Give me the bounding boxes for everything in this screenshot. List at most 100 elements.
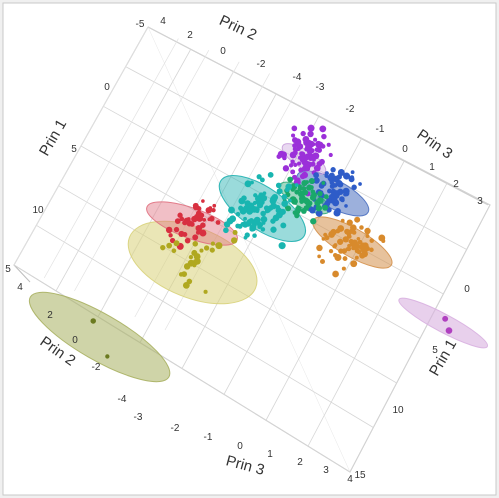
data-point [302,135,310,143]
data-point [195,224,203,232]
data-point [320,258,326,264]
prin1-tick: 15 [354,470,366,481]
data-point [330,167,336,173]
data-point [343,192,348,197]
box-diagonal [147,26,351,473]
data-point [288,198,292,203]
data-point [168,233,173,238]
prin1-tick: 5 [432,345,438,356]
data-point [184,237,191,244]
data-point [247,207,252,213]
data-point [305,143,313,151]
data-point [332,270,339,278]
data-point [307,130,314,138]
data-point [313,137,318,142]
data-point [333,252,338,258]
data-point [300,130,306,137]
data-point [177,212,183,218]
data-point [316,244,323,252]
data-point [290,159,295,164]
prin3-tick: 0 [237,441,243,452]
data-point [337,238,344,245]
data-point [303,161,311,169]
prin2-tick: 2 [187,30,193,41]
data-point [341,266,346,271]
prin1-tick: 10 [32,205,44,216]
data-point [351,230,357,235]
data-point [252,218,259,225]
data-point [312,157,316,162]
data-point [215,242,223,250]
data-point [344,204,348,208]
data-point [442,315,449,322]
data-point [287,176,294,183]
data-point [174,218,181,225]
data-point [291,198,297,203]
prin2-tick: -4 [118,394,127,405]
data-point [267,171,274,178]
prin2-tick: 0 [220,46,226,57]
data-point [270,218,276,224]
data-point [326,142,331,147]
data-point [275,182,282,189]
data-point [285,183,293,191]
data-point [309,185,314,190]
data-point [322,204,329,211]
data-point [282,165,290,172]
data-point [277,150,285,158]
data-point [310,218,317,225]
data-point [358,182,362,186]
data-point [188,254,194,260]
data-point [208,206,213,210]
prin2-tick: -2 [92,362,101,373]
data-point [288,163,294,168]
data-point [328,152,333,158]
data-point [260,216,268,223]
data-point [348,176,355,183]
data-point [350,170,355,175]
data-point [309,207,316,214]
prin3-tick: 1 [429,162,435,173]
prin1-tick: 0 [104,82,110,93]
prin3-tick: -3 [134,412,143,423]
data-point [199,229,207,237]
data-point [178,230,185,238]
data-point [281,194,288,200]
data-point [333,209,341,217]
data-point [296,161,302,166]
data-point [315,140,322,148]
data-point [187,259,195,267]
data-point [445,327,453,334]
data-point [244,232,250,238]
data-point [327,188,332,194]
prin3-tick: 2 [297,457,303,468]
data-point [211,207,216,213]
data-point [255,198,263,205]
data-point [264,208,270,214]
data-point [294,183,299,187]
data-point [279,208,286,215]
grid-line [43,38,179,279]
data-point [105,354,110,359]
data-point [193,253,201,260]
data-point [194,257,201,265]
prin3-tick: 1 [267,449,273,460]
prin3-tick: 3 [323,465,329,476]
data-point [310,153,315,159]
data-point [238,197,246,205]
data-point [210,241,215,246]
prin2-tick: -4 [293,72,302,83]
data-point [337,225,345,232]
data-point [189,221,195,227]
data-point [347,243,352,248]
data-point [215,220,221,225]
data-point [333,243,338,247]
data-point [291,174,298,180]
data-point [166,242,173,249]
data-point [275,204,281,210]
data-point [249,226,255,232]
data-point [321,181,326,185]
data-point [271,194,279,201]
